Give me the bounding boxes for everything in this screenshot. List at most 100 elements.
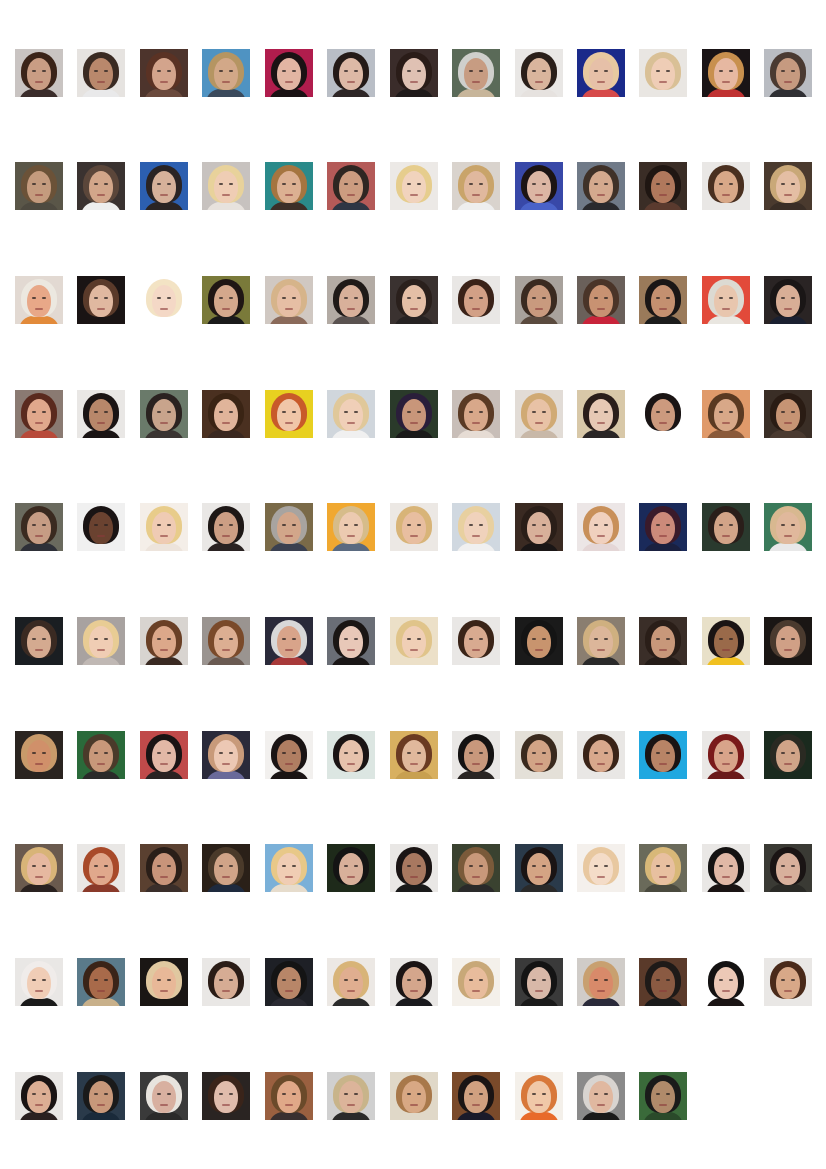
thumbnail-right-eye <box>167 70 171 72</box>
thumbnail-face <box>339 626 363 658</box>
thumbnail-mouth <box>285 763 293 765</box>
face-thumbnail <box>77 162 125 210</box>
thumbnail-right-eye <box>666 979 670 981</box>
thumbnail-right-eye <box>354 979 358 981</box>
thumbnail-left-eye <box>282 1093 286 1095</box>
thumbnail-right-eye <box>417 979 421 981</box>
thumbnail-right-eye <box>42 638 46 640</box>
thumbnail-shoulders <box>331 771 371 779</box>
thumbnail-mouth <box>97 422 105 424</box>
thumbnail-mouth <box>472 876 480 878</box>
face-thumbnail <box>140 49 188 97</box>
thumbnail-right-eye <box>292 752 296 754</box>
thumbnail-right-eye <box>167 638 171 640</box>
face-thumbnail <box>390 276 438 324</box>
thumbnail-left-eye <box>219 638 223 640</box>
thumbnail-left-eye <box>407 297 411 299</box>
thumbnail-shoulders <box>519 998 559 1006</box>
thumbnail-right-eye <box>479 752 483 754</box>
thumbnail-face <box>464 853 488 885</box>
face-thumbnail <box>390 503 438 551</box>
thumbnail-face <box>714 740 738 772</box>
thumbnail-left-eye <box>594 752 598 754</box>
thumbnail-right-eye <box>104 865 108 867</box>
thumbnail-shoulders <box>19 89 59 97</box>
thumbnail-mouth <box>347 194 355 196</box>
face-thumbnail <box>265 49 313 97</box>
thumbnail-shoulders <box>269 316 309 324</box>
thumbnail-left-eye <box>532 752 536 754</box>
thumbnail-shoulders <box>519 316 559 324</box>
thumbnail-face <box>277 1081 301 1113</box>
face-thumbnail <box>202 162 250 210</box>
thumbnail-shoulders <box>519 543 559 551</box>
thumbnail-left-eye <box>219 183 223 185</box>
thumbnail-face <box>89 740 113 772</box>
face-thumbnail <box>639 503 687 551</box>
thumbnail-face <box>464 58 488 90</box>
thumbnail-left-eye <box>719 411 723 413</box>
thumbnail-mouth <box>97 1104 105 1106</box>
thumbnail-face <box>589 58 613 90</box>
thumbnail-right-eye <box>791 979 795 981</box>
thumbnail-face <box>402 399 426 431</box>
thumbnail-shoulders <box>643 543 683 551</box>
thumbnail-shoulders <box>269 543 309 551</box>
thumbnail-right-eye <box>292 183 296 185</box>
thumbnail-left-eye <box>594 1093 598 1095</box>
thumbnail-shoulders <box>331 1112 371 1120</box>
face-thumbnail <box>140 958 188 1006</box>
thumbnail-left-eye <box>94 70 98 72</box>
thumbnail-right-eye <box>479 70 483 72</box>
thumbnail-face <box>589 967 613 999</box>
thumbnail-face <box>527 626 551 658</box>
thumbnail-face <box>152 512 176 544</box>
thumbnail-face <box>214 58 238 90</box>
thumbnail-left-eye <box>469 638 473 640</box>
thumbnail-right-eye <box>479 524 483 526</box>
thumbnail-left-eye <box>32 297 36 299</box>
thumbnail-right-eye <box>604 524 608 526</box>
thumbnail-left-eye <box>219 979 223 981</box>
thumbnail-face <box>776 512 800 544</box>
thumbnail-face <box>214 740 238 772</box>
thumbnail-left-eye <box>656 70 660 72</box>
thumbnail-left-eye <box>344 1093 348 1095</box>
thumbnail-shoulders <box>643 771 683 779</box>
thumbnail-right-eye <box>354 1093 358 1095</box>
face-thumbnail <box>577 731 625 779</box>
thumbnail-right-eye <box>417 1093 421 1095</box>
thumbnail-left-eye <box>469 297 473 299</box>
thumbnail-face <box>464 285 488 317</box>
thumbnail-right-eye <box>229 638 233 640</box>
thumbnail-right-eye <box>666 865 670 867</box>
thumbnail-left-eye <box>32 70 36 72</box>
thumbnail-shoulders <box>394 998 434 1006</box>
face-thumbnail <box>452 49 500 97</box>
thumbnail-face <box>277 171 301 203</box>
thumbnail-shoulders <box>706 998 746 1006</box>
thumbnail-right-eye <box>104 524 108 526</box>
thumbnail-face <box>776 399 800 431</box>
thumbnail-face <box>339 399 363 431</box>
thumbnail-right-eye <box>104 752 108 754</box>
thumbnail-mouth <box>722 763 730 765</box>
thumbnail-mouth <box>97 308 105 310</box>
face-thumbnail <box>77 1072 125 1120</box>
thumbnail-right-eye <box>479 1093 483 1095</box>
thumbnail-mouth <box>222 990 230 992</box>
face-thumbnail <box>327 276 375 324</box>
thumbnail-mouth <box>410 422 418 424</box>
thumbnail-mouth <box>535 535 543 537</box>
thumbnail-shoulders <box>519 89 559 97</box>
thumbnail-left-eye <box>344 411 348 413</box>
face-thumbnail <box>327 503 375 551</box>
thumbnail-shoulders <box>706 316 746 324</box>
thumbnail-face <box>527 58 551 90</box>
thumbnail-shoulders <box>206 998 246 1006</box>
thumbnail-mouth <box>410 763 418 765</box>
thumbnail-face <box>89 853 113 885</box>
thumbnail-left-eye <box>719 638 723 640</box>
face-thumbnail <box>390 1072 438 1120</box>
thumbnail-left-eye <box>469 752 473 754</box>
